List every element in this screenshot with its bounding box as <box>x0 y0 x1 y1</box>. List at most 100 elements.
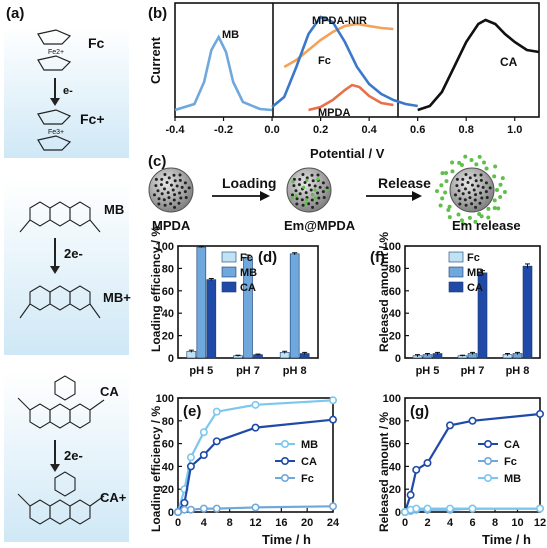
pore-dot <box>183 190 187 194</box>
point-mb <box>412 504 421 513</box>
y-tick-label: 60 <box>162 439 174 451</box>
panel-g-xlabel: Time / h <box>482 532 531 547</box>
released-molecule-dot <box>492 198 497 203</box>
x-tick-label: 12 <box>534 517 546 529</box>
point-ca <box>535 409 544 418</box>
curve-mpda <box>308 83 394 112</box>
released-molecule-dot <box>477 211 482 216</box>
mb-structure-icon <box>19 201 101 233</box>
fc-scheme-box <box>4 26 129 158</box>
pore-dot <box>455 184 459 188</box>
y-tick-label: 0 <box>168 353 174 365</box>
pore-dot <box>165 180 169 184</box>
x-tick-label: -0.2 <box>214 124 233 136</box>
point-mb <box>468 504 477 513</box>
legend-marker <box>280 456 289 465</box>
legend-marker <box>280 473 289 482</box>
x-tick-label: -0.4 <box>166 124 186 136</box>
pore-dot <box>303 180 307 184</box>
bar-ca-ph8 <box>522 265 533 359</box>
x-tick-label: 16 <box>275 517 287 529</box>
pore-dot <box>322 195 326 199</box>
released-molecule-dot <box>444 171 449 176</box>
x-tick-label: 1.0 <box>507 124 522 136</box>
point-mb <box>535 504 544 513</box>
pore-dot <box>479 178 483 182</box>
pore-dot <box>159 183 163 187</box>
pore-dot <box>485 195 489 199</box>
pore-dot <box>169 202 173 206</box>
y-tick-label: 60 <box>389 439 401 451</box>
legend-label: MB <box>240 267 257 279</box>
x-tick-label: 0.4 <box>361 124 377 136</box>
x-tick-label: 24 <box>327 517 340 529</box>
x-tick-label: 6 <box>469 517 475 529</box>
panel-g: Released amount / % Time / h 02040608010… <box>377 393 546 547</box>
point-ca <box>412 465 421 474</box>
pore-dot <box>463 198 467 202</box>
y-tick-label: 40 <box>162 308 174 320</box>
pore-dot <box>321 190 325 194</box>
legend-label: CA <box>504 439 520 451</box>
panel-g-ylabel: Released amount / % <box>377 412 391 532</box>
mb-electron: 2e- <box>64 246 83 261</box>
pore-dot <box>470 202 474 206</box>
legend-label: Fc <box>301 473 314 485</box>
pore-dot <box>315 201 319 205</box>
panel-b: (b) Current Potential / V -0.4 -0.2 0.0 0.2… <box>148 2 540 161</box>
released-molecule-dot <box>459 218 464 223</box>
point-fc <box>174 507 183 516</box>
pore-dot <box>298 177 302 181</box>
point-ca <box>328 415 337 424</box>
point-mb <box>445 504 454 513</box>
pore-dot <box>162 187 166 191</box>
ca-structure-icon <box>17 375 105 429</box>
x-tick-label: 8 <box>227 517 233 529</box>
pore-dot <box>183 181 187 185</box>
pore-dot <box>464 203 468 207</box>
legend-label: Fc <box>467 252 480 264</box>
loaded-molecule-dot <box>294 194 298 198</box>
legend-swatch <box>448 281 464 293</box>
mpda-particle-icon <box>148 167 194 213</box>
released-molecule-dot <box>457 160 462 165</box>
legend-label: CA <box>467 282 483 294</box>
pore-dot <box>160 177 164 181</box>
x-tick-label: 0.8 <box>459 124 474 136</box>
pore-dot <box>171 188 175 192</box>
x-tick-label: 20 <box>301 517 313 529</box>
pore-dot <box>152 193 156 197</box>
loaded-molecule-dot <box>313 196 317 200</box>
pore-dot <box>316 191 320 195</box>
pore-dot <box>476 184 480 188</box>
pore-dot <box>316 173 320 177</box>
ca-product: CA+ <box>100 490 127 505</box>
panel-e-xlabel: Time / h <box>262 532 311 547</box>
pore-dot <box>163 173 167 177</box>
pore-dot <box>178 191 182 195</box>
legend-swatch <box>448 266 464 278</box>
point-mb <box>251 400 260 409</box>
released-molecule-dot <box>444 179 449 184</box>
released-molecule-dot <box>439 183 444 188</box>
pore-dot <box>461 192 465 196</box>
loaded-molecule-dot <box>325 188 329 192</box>
panel-d-ylabel: Loading efficiency / % <box>149 226 163 352</box>
loaded-molecule-dot <box>302 185 306 189</box>
released-molecule-dot <box>447 215 452 220</box>
pore-dot <box>167 196 171 200</box>
mb-name: MB <box>104 202 124 217</box>
released-molecule-dot <box>486 215 491 220</box>
x-tick-label: 0.6 <box>410 124 425 136</box>
released-molecule-dot <box>438 203 443 208</box>
pore-dot <box>173 179 177 183</box>
pore-dot <box>179 196 183 200</box>
pore-dot <box>307 183 311 187</box>
point-ca <box>251 423 260 432</box>
pore-dot <box>173 205 177 209</box>
pore-dot <box>466 180 470 184</box>
pore-dot <box>157 197 161 201</box>
released-molecule-dot <box>500 176 505 181</box>
x-tick-label: 12 <box>249 517 261 529</box>
pore-dot <box>488 186 492 190</box>
